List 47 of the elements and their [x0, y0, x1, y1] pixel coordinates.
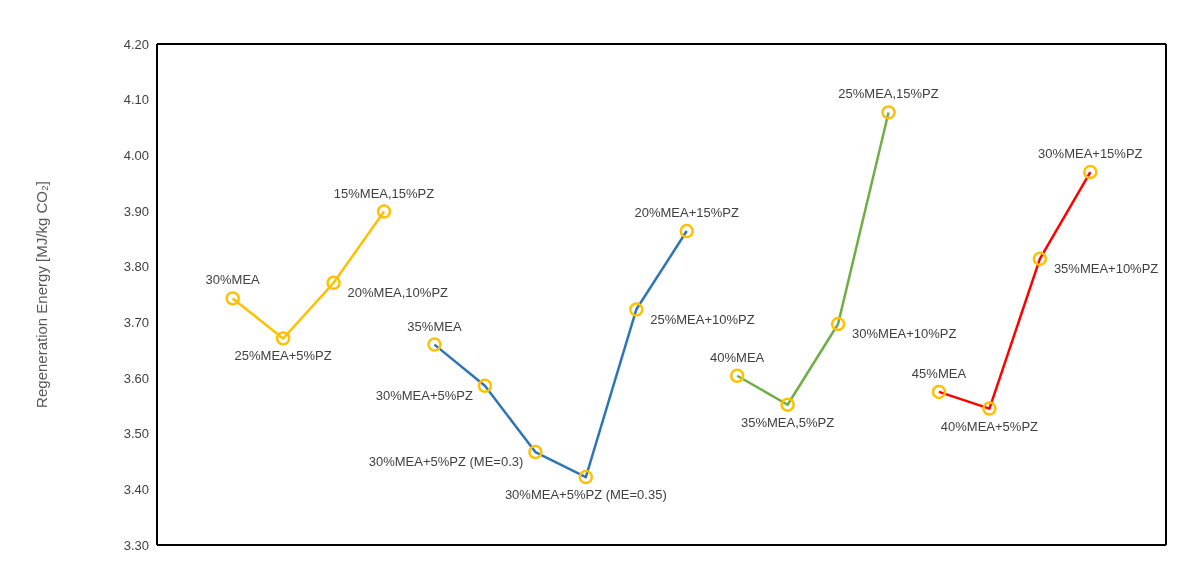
point [931, 384, 947, 400]
annotation: 45%MEA [911, 365, 967, 381]
y-tick-label: 3.40 [123, 481, 149, 497]
y-tick-label: 3.50 [123, 426, 149, 442]
y-axis-title: Regeneration Energy [MJ/kg CO₂] [33, 181, 51, 408]
point [729, 368, 745, 384]
y-tick-label: 3.60 [123, 370, 149, 386]
point [275, 331, 291, 346]
point [1032, 251, 1048, 267]
annotation: 35%MEA [407, 318, 462, 334]
point [326, 275, 341, 291]
point [780, 397, 795, 412]
annotation: 35%MEA+10%PZ [1053, 260, 1159, 276]
point [528, 444, 543, 460]
annotation: 25%MEA,15%PZ [838, 86, 939, 102]
point [830, 316, 846, 332]
annotation: 40%MEA [710, 349, 765, 365]
annotation: 25%MEA+10%PZ [650, 311, 755, 327]
point [578, 469, 594, 485]
annotation: 30%MEA+5%PZ (ME=0.3) [368, 454, 524, 470]
annotation: 30%MEA+15%PZ [1038, 146, 1143, 162]
point [225, 291, 240, 306]
point [376, 204, 392, 219]
point [679, 223, 694, 239]
point [982, 401, 997, 416]
annotation: 20%MEA,10%PZ [347, 284, 449, 300]
y-tick-label: 3.90 [123, 203, 149, 219]
annotation: 35%MEA,5%PZ [741, 414, 835, 430]
annotation: 40%MEA+5%PZ [940, 418, 1039, 434]
point [881, 105, 896, 120]
y-tick-label: 3.30 [123, 537, 149, 553]
point [477, 378, 493, 394]
point [427, 337, 442, 352]
y-tick-label: 3.70 [123, 314, 149, 330]
y-tick-label: 3.80 [123, 259, 149, 275]
annotation: 15%MEA,15%PZ [333, 185, 435, 201]
annotation: 25%MEA+5%PZ [234, 348, 332, 364]
annotation: 20%MEA+15%PZ [634, 205, 739, 221]
annotation: 30%MEA+5%PZ [375, 387, 473, 403]
y-tick-label: 4.10 [123, 92, 149, 108]
y-tick-label: 4.00 [123, 147, 149, 163]
annotation: 30%MEA [205, 272, 261, 288]
point [629, 302, 644, 317]
annotation: 30%MEA+10%PZ [852, 326, 957, 341]
point [1083, 164, 1098, 180]
y-tick-label: 4.20 [123, 36, 149, 52]
annotation: 30%MEA+5%PZ (ME=0.35) [504, 487, 667, 503]
